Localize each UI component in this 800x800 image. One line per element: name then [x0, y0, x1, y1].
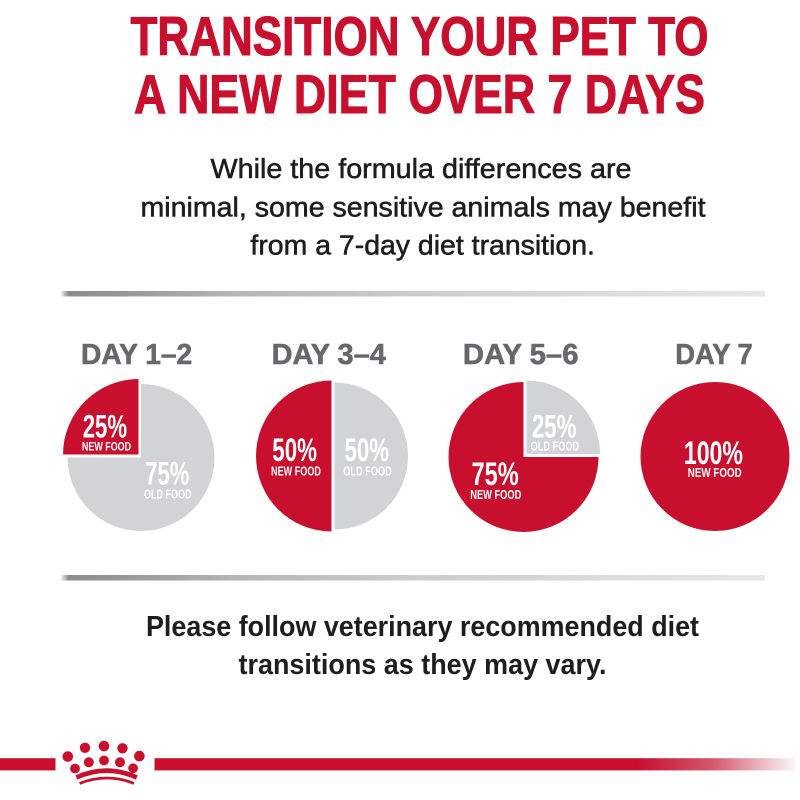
svg-text:50%: 50%: [272, 432, 317, 468]
svg-text:While the formula differences: While the formula differences are: [211, 153, 632, 184]
svg-text:from a 7-day diet transition.: from a 7-day diet transition.: [250, 230, 595, 261]
svg-text:DAY 7: DAY 7: [675, 339, 753, 371]
svg-text:DAY 3–4: DAY 3–4: [272, 339, 386, 371]
svg-text:NEW FOOD: NEW FOOD: [470, 487, 521, 502]
svg-text:Please follow veterinary recom: Please follow veterinary recommended die…: [146, 611, 699, 643]
svg-text:DAY 5–6: DAY 5–6: [463, 339, 579, 371]
svg-text:DAY 1–2: DAY 1–2: [81, 339, 192, 371]
svg-text:50%: 50%: [345, 432, 390, 468]
svg-text:75%: 75%: [145, 455, 189, 491]
svg-text:NEW FOOD: NEW FOOD: [271, 464, 321, 479]
svg-text:NEW FOOD: NEW FOOD: [688, 465, 742, 480]
svg-text:75%: 75%: [472, 456, 519, 492]
svg-text:transitions as they may vary.: transitions as they may vary.: [239, 649, 607, 681]
svg-text:NEW FOOD: NEW FOOD: [82, 440, 131, 454]
svg-text:OLD FOOD: OLD FOOD: [531, 439, 580, 454]
svg-text:minimal, some sensitive animal: minimal, some sensitive animals may bene…: [141, 192, 706, 223]
svg-text:TRANSITION YOUR PET TO: TRANSITION YOUR PET TO: [131, 5, 709, 67]
svg-text:25%: 25%: [532, 409, 577, 445]
svg-text:OLD FOOD: OLD FOOD: [144, 487, 192, 502]
svg-text:OLD FOOD: OLD FOOD: [343, 464, 392, 479]
svg-text:100%: 100%: [684, 435, 743, 471]
svg-text:A NEW DIET OVER 7 DAYS: A NEW DIET OVER 7 DAYS: [134, 63, 705, 125]
svg-text:25%: 25%: [83, 409, 127, 445]
